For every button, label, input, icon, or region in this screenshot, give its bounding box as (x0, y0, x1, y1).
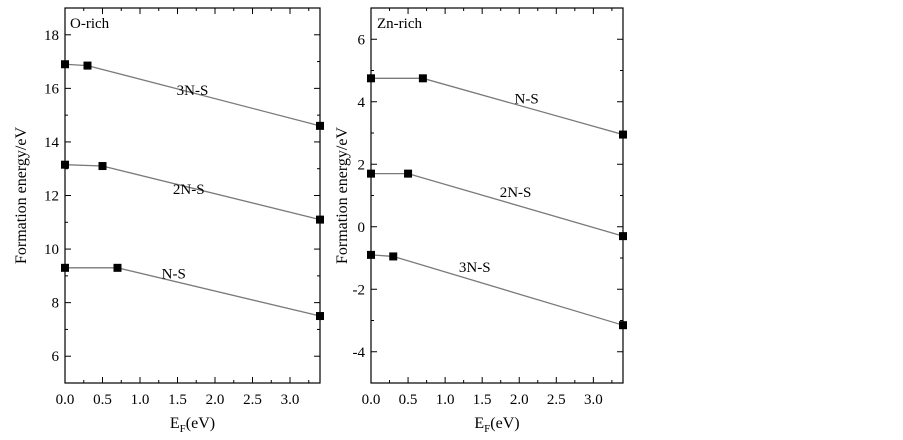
x-tick-label: 2.0 (206, 392, 225, 408)
x-tick-label: 2.5 (547, 392, 566, 408)
data-point (61, 60, 69, 69)
y-tick-label: -4 (353, 345, 366, 361)
x-tick-label: 1.0 (436, 392, 455, 408)
x-tick-label: 1.5 (168, 392, 187, 408)
data-point (316, 312, 324, 321)
y-axis-label: Formation energy/eV (13, 127, 30, 264)
series-line (370, 254, 624, 326)
series-line (371, 77, 624, 136)
data-point (316, 121, 324, 130)
x-tick-label: 2.0 (510, 392, 529, 408)
data-point (619, 232, 627, 241)
chart-panel-1: 0.0 0.5 1.0 1.5 2.0 2.5 3.0 6 8 10 12 14 16 18 O-rich F… (13, 7, 324, 435)
x-tick-label: 0.5 (399, 392, 418, 408)
series-label: 3N-S (459, 260, 491, 276)
x-axis-label: EF(eV) (170, 415, 215, 435)
x-axis-label: EF(eV) (474, 415, 519, 435)
x-tick-label: 3.0 (584, 392, 603, 408)
y-tick-label: 0 (358, 220, 366, 236)
y-tick-label: 6 (358, 32, 366, 48)
y-tick-label: 4 (358, 95, 366, 111)
x-tick-label: 1.0 (131, 392, 150, 408)
series-3n-s: 3N-S (367, 250, 627, 330)
series-3n-s: 3N-S (61, 60, 324, 130)
x-tick-label: 3.0 (281, 392, 300, 408)
y-tick-label: 12 (44, 189, 59, 205)
y-tick-label: 14 (44, 135, 60, 151)
series-2n-s: 2N-S (61, 160, 324, 224)
data-point (316, 215, 324, 224)
y-axis-label: Formation energy/eV (334, 127, 351, 264)
x-tick-label: 2.5 (243, 392, 262, 408)
series-n-s: N-S (61, 263, 324, 321)
series-label: 2N-S (500, 185, 532, 201)
series-2n-s: 2N-S (367, 169, 627, 241)
data-point (113, 263, 122, 272)
data-point (367, 74, 375, 83)
y-tick-label: 6 (52, 349, 60, 365)
series-line (371, 172, 624, 237)
y-tick-label: 8 (52, 296, 60, 312)
data-point (619, 321, 627, 330)
x-tick-label: 1.5 (473, 392, 492, 408)
series-label: 2N-S (173, 182, 205, 198)
data-point (98, 162, 107, 171)
y-tick-label: -2 (353, 282, 366, 298)
series-label: 3N-S (177, 83, 209, 99)
y-tick-label: 2 (358, 157, 366, 173)
x-tick-label: 0.0 (56, 392, 75, 408)
x-tick-label: 0.0 (362, 392, 381, 408)
data-point (61, 263, 69, 272)
chart-panel-2: 0.0 0.5 1.0 1.5 2.0 2.5 3.0 -4 -2 0 2 4 6 Zn-rich Form… (334, 7, 627, 435)
series-label: N-S (515, 91, 539, 107)
y-tick-label: 10 (44, 242, 59, 258)
data-point (389, 252, 398, 261)
data-point (83, 61, 92, 70)
data-point (619, 130, 627, 139)
panel-title: Zn-rich (377, 16, 422, 32)
y-tick-label: 18 (44, 28, 59, 44)
data-point (404, 169, 413, 178)
series-n-s: N-S (367, 74, 627, 139)
data-point (367, 169, 375, 178)
panel-title: O-rich (70, 16, 110, 32)
data-point (418, 74, 427, 83)
y-tick-label: 16 (44, 81, 60, 97)
x-tick-label: 0.5 (93, 392, 112, 408)
series-label: N-S (162, 267, 186, 283)
series-line (65, 267, 321, 317)
plot-frame (370, 7, 624, 384)
data-point (61, 160, 69, 169)
data-point (367, 250, 375, 259)
